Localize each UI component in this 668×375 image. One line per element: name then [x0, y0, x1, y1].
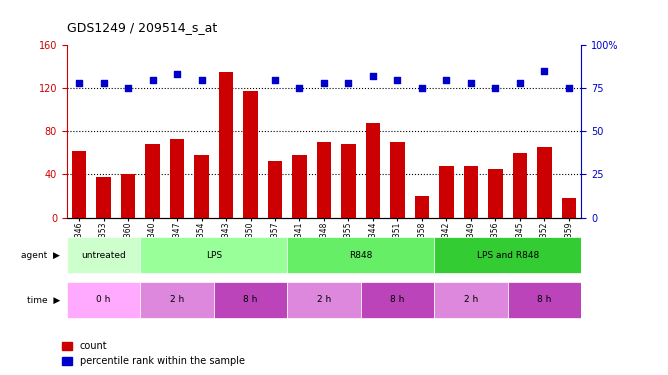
Point	[490, 85, 501, 91]
Text: 2 h: 2 h	[317, 296, 331, 304]
Bar	[71, 151, 86, 217]
Bar	[439, 166, 454, 218]
Bar	[317, 142, 331, 218]
FancyBboxPatch shape	[67, 282, 140, 318]
Point	[367, 73, 378, 79]
Bar	[218, 72, 233, 217]
Bar	[194, 155, 209, 218]
Text: 8 h: 8 h	[537, 296, 552, 304]
Text: 8 h: 8 h	[390, 296, 405, 304]
FancyBboxPatch shape	[434, 237, 581, 273]
Text: R848: R848	[349, 251, 372, 260]
Bar	[415, 196, 430, 217]
FancyBboxPatch shape	[214, 282, 287, 318]
Text: GDS1249 / 209514_s_at: GDS1249 / 209514_s_at	[67, 21, 217, 34]
Bar	[170, 139, 184, 218]
Point	[514, 80, 525, 86]
Point	[196, 76, 207, 82]
Point	[147, 76, 158, 82]
Point	[392, 76, 403, 82]
Bar	[562, 198, 576, 217]
Bar	[292, 155, 307, 218]
Legend: count, percentile rank within the sample: count, percentile rank within the sample	[58, 338, 248, 370]
Text: 2 h: 2 h	[464, 296, 478, 304]
Point	[123, 85, 134, 91]
Point	[98, 80, 109, 86]
Text: LPS: LPS	[206, 251, 222, 260]
Point	[417, 85, 428, 91]
Point	[319, 80, 329, 86]
FancyBboxPatch shape	[140, 237, 287, 273]
Point	[343, 80, 354, 86]
Text: 2 h: 2 h	[170, 296, 184, 304]
Bar	[96, 177, 111, 218]
Bar	[512, 153, 527, 218]
Text: untreated: untreated	[81, 251, 126, 260]
Bar	[464, 166, 478, 218]
Bar	[390, 142, 405, 218]
Point	[539, 68, 550, 74]
Point	[270, 76, 281, 82]
FancyBboxPatch shape	[287, 282, 361, 318]
Bar	[341, 144, 356, 218]
Bar	[268, 161, 283, 218]
Point	[294, 85, 305, 91]
Text: time  ▶: time ▶	[27, 296, 60, 304]
Text: agent  ▶: agent ▶	[21, 251, 60, 260]
Point	[466, 80, 476, 86]
Bar	[243, 92, 258, 218]
FancyBboxPatch shape	[67, 237, 140, 273]
Bar	[365, 123, 380, 218]
FancyBboxPatch shape	[287, 237, 434, 273]
Text: 8 h: 8 h	[243, 296, 258, 304]
Bar	[488, 169, 503, 217]
FancyBboxPatch shape	[361, 282, 434, 318]
Point	[564, 85, 574, 91]
Point	[73, 80, 84, 86]
Point	[172, 71, 182, 77]
Text: LPS and R848: LPS and R848	[476, 251, 539, 260]
Text: 0 h: 0 h	[96, 296, 111, 304]
FancyBboxPatch shape	[434, 282, 508, 318]
FancyBboxPatch shape	[140, 282, 214, 318]
Bar	[121, 174, 136, 217]
Bar	[145, 144, 160, 218]
FancyBboxPatch shape	[508, 282, 581, 318]
Bar	[537, 147, 552, 218]
Point	[441, 76, 452, 82]
